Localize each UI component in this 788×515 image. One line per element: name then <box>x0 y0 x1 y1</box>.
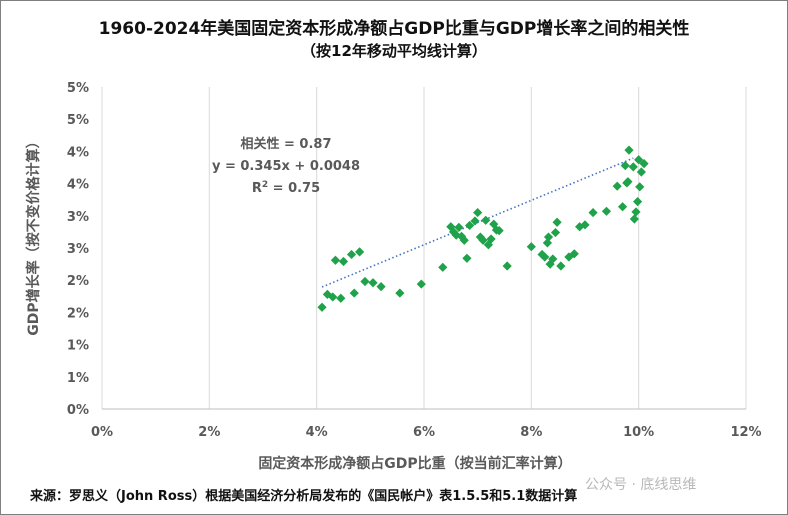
data-point <box>465 220 475 231</box>
data-point <box>639 159 649 169</box>
data-point <box>634 155 644 165</box>
data-point <box>328 292 338 302</box>
y-tick-label: 3% <box>67 210 89 225</box>
data-point <box>635 182 645 192</box>
data-point <box>617 202 628 212</box>
x-tick-label: 10% <box>623 425 654 440</box>
data-point <box>475 232 485 242</box>
x-tick-label: 8% <box>520 425 542 440</box>
data-point <box>542 238 553 248</box>
x-axis-title: 固定资本形成净额占GDP比重（按当前汇率计算） <box>258 455 571 472</box>
data-point <box>556 261 566 271</box>
data-point <box>355 247 365 257</box>
data-point <box>454 222 464 232</box>
data-point <box>416 279 426 289</box>
data-point <box>624 145 634 155</box>
annotation-line: 相关性 = 0.87 <box>240 136 331 152</box>
x-tick-label: 0% <box>91 425 113 440</box>
y-tick-label: 0% <box>67 403 89 418</box>
data-point <box>628 162 638 172</box>
r-squared-label: R2 = 0.75 <box>252 180 320 196</box>
data-point <box>632 197 643 207</box>
data-point <box>478 235 488 245</box>
data-point <box>349 288 359 298</box>
data-point <box>545 259 555 269</box>
data-point <box>395 288 405 298</box>
chart-subtitle: （按12年移动平均线计算） <box>301 42 487 60</box>
x-tick-labels: 0% 2% 4% 6% 8% 10% 12% <box>91 425 762 440</box>
data-point <box>588 207 598 218</box>
y-tick-label: 5% <box>67 113 89 128</box>
data-points <box>317 145 649 312</box>
y-tick-label: 1% <box>67 371 89 386</box>
data-point <box>322 289 332 299</box>
data-point <box>346 249 357 260</box>
gridlines <box>101 87 747 409</box>
y-tick-label: 4% <box>67 145 89 160</box>
data-point <box>486 234 496 244</box>
annotation-line: y = 0.345x + 0.0048 <box>212 159 360 174</box>
y-axis-title: GDP增长率（按不变价格计算） <box>25 134 42 335</box>
data-point <box>502 261 512 271</box>
data-point <box>338 256 349 267</box>
data-point <box>481 215 491 225</box>
data-point <box>612 181 622 191</box>
data-point <box>636 167 646 177</box>
data-point <box>317 302 327 312</box>
data-point <box>569 249 579 259</box>
data-point <box>580 220 590 230</box>
data-point <box>438 262 448 272</box>
y-tick-labels: 0% 1% 1% 2% 2% 3% 3% 4% 4% 5% 5% <box>67 81 89 418</box>
y-tick-label: 1% <box>67 339 89 354</box>
data-point <box>494 226 504 236</box>
source-footnote: 来源：罗思义（John Ross）根据美国经济分析局发布的《国民帐户》表1.5.… <box>30 489 578 504</box>
data-point <box>543 232 554 242</box>
data-point <box>360 276 370 287</box>
y-tick-label: 2% <box>67 274 89 289</box>
data-point <box>376 282 386 292</box>
watermark: 公众号 · 底线思维 <box>585 477 697 493</box>
chart-title: 1960-2024年美国固定资本形成净额占GDP比重与GDP增长率之间的相关性 <box>98 19 690 39</box>
data-point <box>473 207 483 218</box>
data-point <box>550 227 561 238</box>
data-point <box>483 240 493 250</box>
data-point <box>629 214 639 224</box>
data-point <box>623 177 633 187</box>
data-point <box>552 217 562 227</box>
data-point <box>368 278 378 288</box>
data-point <box>526 242 536 252</box>
data-point <box>462 253 472 263</box>
data-point <box>540 252 550 262</box>
data-point <box>459 235 469 245</box>
regression-annotations: 相关性 = 0.87 y = 0.345x + 0.0048 <box>212 136 360 174</box>
x-tick-label: 12% <box>730 425 761 440</box>
y-tick-label: 2% <box>67 306 89 321</box>
data-point <box>470 216 480 226</box>
data-point <box>601 206 612 216</box>
data-point <box>537 249 547 260</box>
data-point <box>336 293 346 303</box>
y-tick-label: 3% <box>67 242 89 257</box>
data-point <box>620 160 630 171</box>
x-tick-label: 6% <box>413 425 435 440</box>
y-tick-label: 4% <box>67 178 89 193</box>
data-point <box>330 255 341 265</box>
y-tick-label: 5% <box>67 81 89 96</box>
x-tick-label: 2% <box>198 425 220 440</box>
data-point <box>548 254 558 264</box>
x-tick-label: 4% <box>306 425 328 440</box>
data-point <box>631 207 641 217</box>
